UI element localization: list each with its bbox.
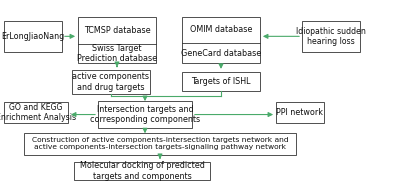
FancyBboxPatch shape — [78, 17, 156, 63]
Text: OMIM database: OMIM database — [190, 25, 252, 34]
FancyBboxPatch shape — [276, 102, 324, 123]
FancyBboxPatch shape — [24, 133, 296, 155]
FancyBboxPatch shape — [4, 21, 62, 52]
Text: Targets of ISHL: Targets of ISHL — [191, 77, 251, 86]
Text: TCMSP database: TCMSP database — [84, 26, 150, 35]
FancyBboxPatch shape — [74, 162, 210, 180]
FancyBboxPatch shape — [302, 21, 360, 52]
Text: Intersection targets and
corresponding components: Intersection targets and corresponding c… — [90, 105, 200, 124]
Text: Idiopathic sudden
hearing loss: Idiopathic sudden hearing loss — [296, 27, 366, 46]
FancyBboxPatch shape — [182, 72, 260, 91]
Text: PPI network: PPI network — [276, 108, 324, 117]
Text: GO and KEGG
Enrichment Analysis: GO and KEGG Enrichment Analysis — [0, 103, 76, 122]
Text: Swiss Target
Prediction database: Swiss Target Prediction database — [77, 44, 157, 63]
FancyBboxPatch shape — [182, 17, 260, 63]
FancyBboxPatch shape — [4, 102, 68, 123]
Text: GeneCard database: GeneCard database — [181, 49, 261, 58]
FancyBboxPatch shape — [98, 101, 192, 128]
Text: ErLongJiaoNang: ErLongJiaoNang — [1, 32, 65, 41]
FancyBboxPatch shape — [72, 70, 150, 94]
Text: active components
and drug targets: active components and drug targets — [72, 72, 150, 92]
Text: Construction of active components-intersection targets network and
active compon: Construction of active components-inters… — [32, 137, 288, 151]
Text: Molecular docking of predicted
targets and components: Molecular docking of predicted targets a… — [80, 161, 204, 181]
